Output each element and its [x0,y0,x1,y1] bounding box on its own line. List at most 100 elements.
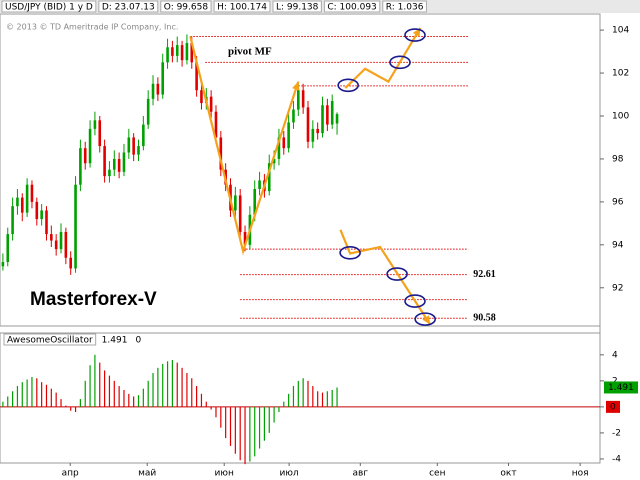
candle-body [267,163,271,192]
candle-body [146,98,150,125]
candle-body [88,128,92,164]
candle-body [122,152,126,172]
wave [189,36,300,256]
oscillator-plot: AwesomeOscillator 1.491 0 4 2 0 -2 -4 1.491 апр ма… [0,333,638,479]
y-tick-label: 2 [612,376,618,386]
candle-body [195,62,198,91]
candle-body [258,180,261,190]
x-tick-label: июн [215,469,234,479]
price-panel [0,13,601,327]
header-box [382,0,427,13]
candle-body [45,210,48,235]
candle-body [40,210,43,220]
candle-body [59,231,63,250]
y-tick-label: -4 [612,454,621,464]
x-tick-label: май [138,469,156,479]
candle-body [132,137,135,155]
wave [339,229,431,325]
header-box [213,0,271,13]
candle-body [69,257,73,269]
candle-body [151,83,155,99]
candle-body [238,195,242,232]
candle-body [74,184,77,269]
target-ellipse [404,294,426,308]
target-ellipse [339,245,361,260]
candle-body [180,45,184,61]
level-label: 90.58 [473,313,496,324]
oscillator-zero: 0 [135,336,141,346]
candle-body [253,189,257,215]
candle-body [6,234,10,263]
annotation: pivot MF [228,46,272,58]
candle-body [321,105,324,134]
candle-body [98,120,102,147]
header-box [323,0,381,13]
target-ellipse [337,78,359,93]
target-ellipse [389,55,411,70]
header-field: H: 100.174 [217,3,267,13]
x-tick-label: сен [429,469,445,479]
current-value: 1.491 [608,383,634,393]
header-field: O: 99.658 [164,3,209,13]
candle-body [50,234,53,241]
candle-body [30,184,34,202]
candle-body [287,122,290,149]
y-tick-label: 94 [612,240,624,250]
y-tick-label: 4 [612,350,618,360]
candle-body [64,231,68,258]
x-tick-label: окт [500,469,516,479]
candle-body [272,158,276,164]
candle-body [171,47,174,56]
candle-body [112,158,116,170]
candle-body [93,120,97,129]
candle-body [326,105,329,125]
candle-body [292,109,295,123]
candle-body [16,197,19,207]
header-field: L: 99.138 [276,3,319,13]
candle-body [306,107,310,142]
candle-body [214,111,218,138]
candle-body [142,124,145,147]
candle-body [316,128,319,134]
candle-body [79,148,82,185]
x-tick-label: апр [62,469,79,479]
candle-body [190,42,194,63]
candle-body [20,197,24,213]
candle-body [156,83,160,95]
oscillator-value: 1.491 [102,336,128,346]
price-plot: 92 94 96 98 100 102 104 Masterforex-V pivot MF 92… [1,26,629,326]
candle-body [335,114,339,124]
candle-body [330,100,334,125]
candle-body [83,148,87,164]
candle-body [282,137,286,149]
target-ellipse [414,312,436,326]
candle-body [1,262,5,267]
candle-body [11,206,14,235]
candle-body [161,62,165,95]
wave [344,27,422,89]
candle-body [35,201,39,220]
candle-body [25,184,29,213]
y-tick-label: -2 [612,428,621,438]
candle-body [297,90,300,110]
title-box [3,333,97,346]
candle-body [108,169,111,177]
copyright: © 2013 © TD Ameritrade IP Company, Inc. [6,23,178,32]
candle-body [117,158,121,172]
header-field: R: 1.036 [386,3,424,13]
candle-body [219,137,223,170]
candle-body [234,195,237,211]
candle-body [185,42,189,61]
header-field: USD/JPY (BID) 1 y D [5,3,93,13]
x-tick-label: июл [280,469,299,479]
candle-body [200,90,203,104]
y-tick-label: 96 [612,197,624,207]
x-tick-label: авг [353,469,369,479]
y-tick-label: 98 [612,154,624,164]
y-tick-label: 102 [612,69,629,79]
candle-body [54,240,58,250]
x-tick-label: ноя [572,469,589,479]
candle-body [301,90,305,108]
